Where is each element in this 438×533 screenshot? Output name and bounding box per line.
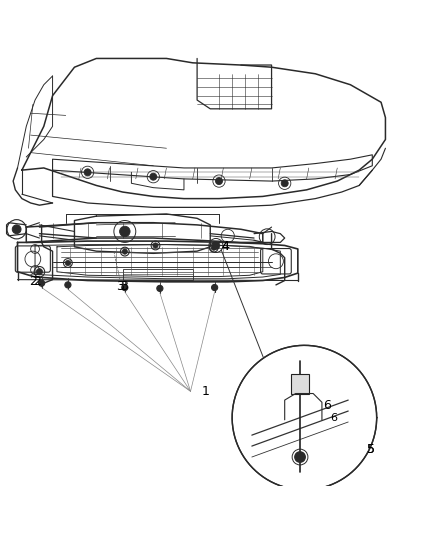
Text: 4: 4 <box>221 240 229 253</box>
Text: 4: 4 <box>221 240 229 253</box>
Circle shape <box>122 285 128 290</box>
Text: 2: 2 <box>33 276 41 288</box>
Text: 6: 6 <box>331 413 338 423</box>
Circle shape <box>36 269 42 275</box>
Circle shape <box>212 241 220 249</box>
Circle shape <box>295 452 305 462</box>
Circle shape <box>84 169 91 176</box>
Text: 6: 6 <box>323 399 331 413</box>
Text: 5: 5 <box>367 443 375 456</box>
Circle shape <box>65 282 71 288</box>
Polygon shape <box>232 345 377 490</box>
Circle shape <box>215 177 223 184</box>
Circle shape <box>122 249 127 254</box>
Bar <box>123 269 193 280</box>
Circle shape <box>65 260 71 265</box>
Bar <box>291 374 309 393</box>
Circle shape <box>153 243 158 248</box>
FancyBboxPatch shape <box>15 246 50 272</box>
FancyBboxPatch shape <box>261 248 291 274</box>
Text: 3: 3 <box>117 280 124 293</box>
Circle shape <box>212 285 218 290</box>
Text: 5: 5 <box>367 443 375 456</box>
Text: 1: 1 <box>201 385 209 398</box>
Text: 3: 3 <box>120 280 128 293</box>
Circle shape <box>281 180 288 187</box>
Circle shape <box>120 226 130 237</box>
Text: 2: 2 <box>29 276 37 288</box>
Circle shape <box>150 173 157 180</box>
Circle shape <box>157 285 163 292</box>
Circle shape <box>39 280 45 286</box>
Circle shape <box>12 225 21 233</box>
Circle shape <box>211 245 216 251</box>
